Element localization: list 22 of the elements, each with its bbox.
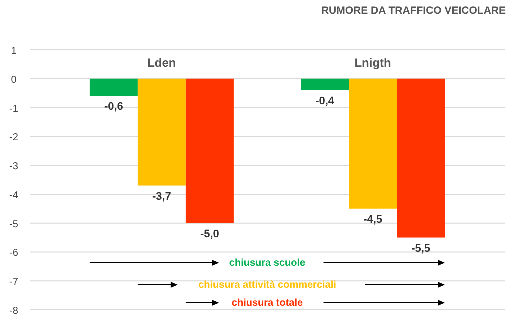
y-tick-label: -5 [10,219,19,230]
data-label: -5,5 [412,242,431,255]
data-label: -0,4 [316,95,336,108]
y-tick-label: -1 [10,104,19,115]
y-tick-label: 0 [11,74,18,86]
y-tick-label: -2 [10,132,19,144]
y-tick-label: -3 [10,162,19,173]
data-label: -4,5 [364,214,383,226]
text: chiusura totale [232,298,304,309]
y-tick-label: -4 [10,190,19,202]
x-tick-label: Lnigth [354,56,392,70]
x-tick-label: Lden [148,56,176,70]
data-label: -5,0 [200,228,220,240]
text: chiusura attività commerciali [198,280,337,291]
y-tick-label: 1 [11,46,18,57]
y-tick-label: -8 [10,306,19,317]
data-label: -3,7 [152,190,172,203]
chart-title: RUMORE DA TRAFFICO VEICOLARE [321,5,506,17]
y-tick-label: -7 [10,277,19,288]
y-tick-label: -6 [10,248,19,260]
data-label: -0,6 [104,101,124,114]
text: chiusura scuole [229,258,306,269]
